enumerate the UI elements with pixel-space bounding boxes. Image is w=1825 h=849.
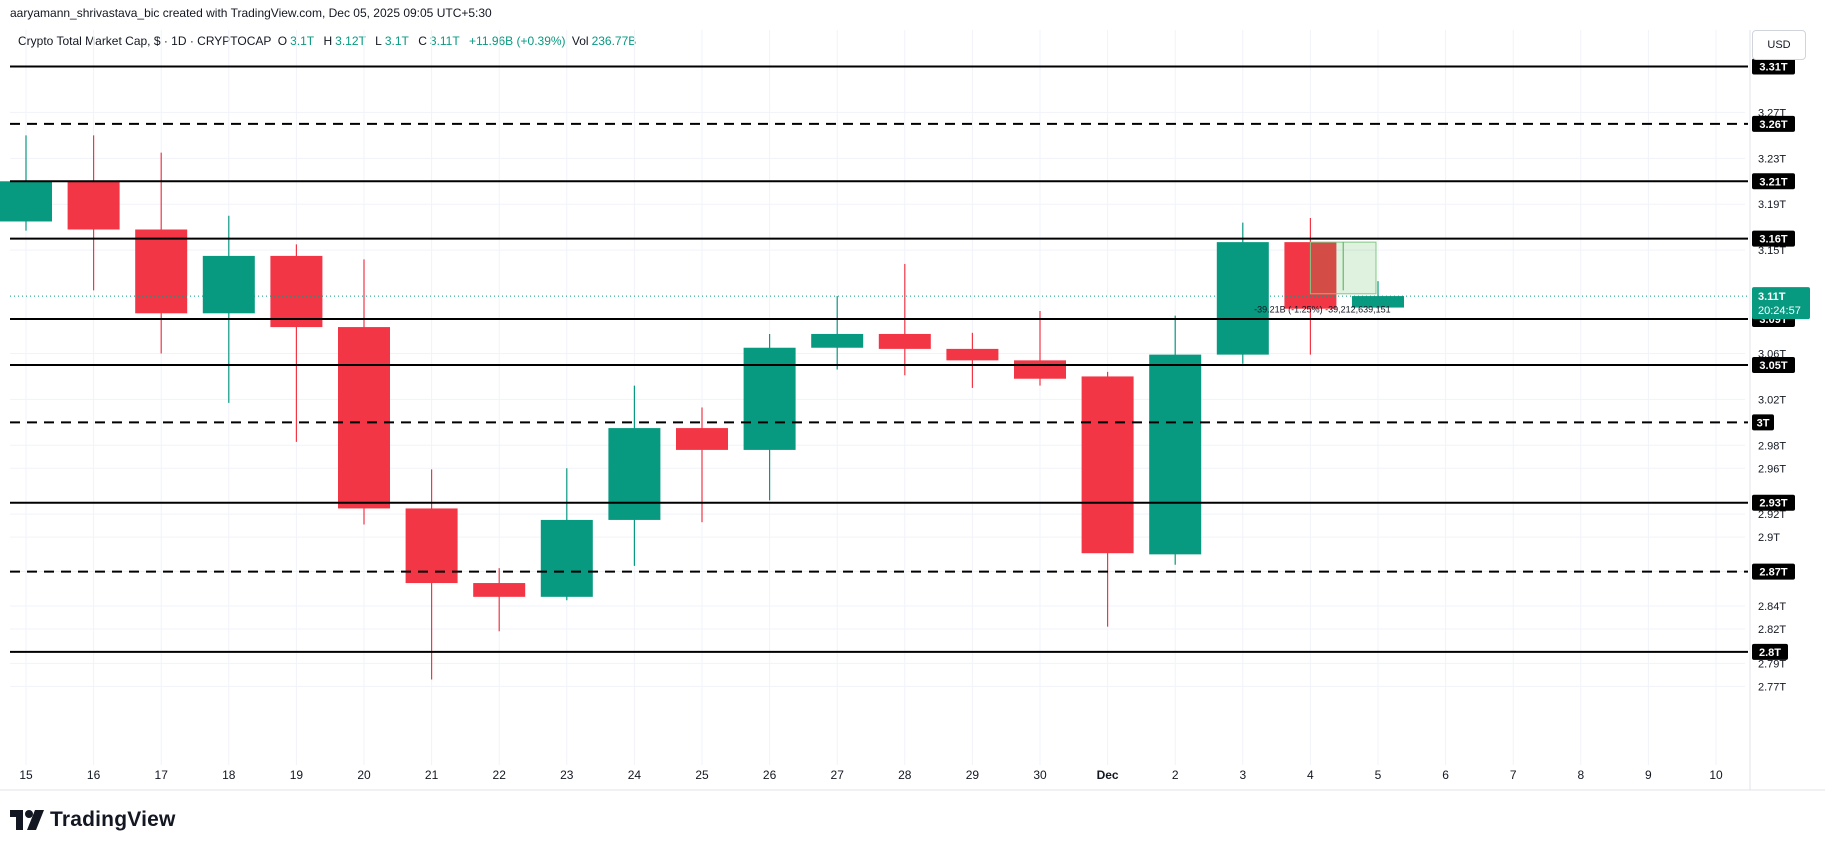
x-tick-label: 5 bbox=[1375, 768, 1382, 782]
candles bbox=[0, 135, 1404, 680]
x-tick-label: 19 bbox=[290, 768, 304, 782]
symbol-legend: Crypto Total Market Cap, $ · 1D · CRYPTO… bbox=[18, 34, 642, 48]
y-tick-label: 2.79T bbox=[1758, 658, 1786, 670]
candle-body bbox=[1081, 376, 1134, 554]
x-tick-label: 6 bbox=[1442, 768, 1449, 782]
close-value: C 3.11T bbox=[418, 34, 460, 48]
chart-grid bbox=[0, 30, 1825, 791]
level-tag bbox=[1752, 563, 1795, 580]
y-tick-label: 2.92T bbox=[1758, 509, 1786, 521]
x-tick-label: 16 bbox=[87, 768, 101, 782]
candle-body bbox=[743, 347, 796, 450]
measure-annotation: -39.21B (-1.25%) -39,212,639,151 bbox=[1254, 241, 1391, 314]
last-price-tag bbox=[1752, 287, 1810, 320]
tradingview-logo[interactable]: TradingView bbox=[10, 805, 176, 835]
change-value: +11.96B (+0.39%) bbox=[469, 34, 566, 48]
candle-body bbox=[946, 348, 999, 361]
level-tag bbox=[1752, 58, 1795, 75]
currency-button[interactable]: USD bbox=[1752, 30, 1806, 60]
x-tick-label: 20 bbox=[357, 768, 371, 782]
x-tick-label: 8 bbox=[1577, 768, 1584, 782]
x-tick-label: 24 bbox=[628, 768, 642, 782]
candle-body bbox=[338, 327, 390, 509]
low-value: L 3.1T bbox=[375, 34, 409, 48]
x-tick-label: 3 bbox=[1239, 768, 1246, 782]
level-tag-label: 3.31T bbox=[1759, 62, 1787, 74]
x-tick-label: 2 bbox=[1172, 768, 1179, 782]
x-tick-label: 28 bbox=[898, 768, 912, 782]
level-tag bbox=[1752, 414, 1774, 431]
candle-body bbox=[202, 255, 255, 314]
y-tick-label: 2.96T bbox=[1758, 463, 1786, 475]
x-tick-label: 25 bbox=[695, 768, 709, 782]
candle-body bbox=[608, 428, 661, 520]
x-tick-label: 29 bbox=[966, 768, 980, 782]
y-tick-label: 3.23T bbox=[1758, 153, 1786, 165]
y-tick-label: 2.77T bbox=[1758, 681, 1786, 693]
level-tag-label: 3T bbox=[1757, 417, 1770, 429]
candle-body bbox=[0, 181, 52, 222]
x-tick-label: 7 bbox=[1510, 768, 1517, 782]
tradingview-logo-icon bbox=[10, 810, 44, 830]
level-tag bbox=[1752, 494, 1795, 511]
level-tag-label: 2.8T bbox=[1759, 647, 1781, 659]
level-tag bbox=[1752, 173, 1795, 190]
candle-body bbox=[540, 519, 593, 597]
level-tag bbox=[1752, 230, 1795, 247]
high-value: H 3.12T bbox=[323, 34, 366, 48]
chart-attribution: aaryamann_shrivastava_bic created with T… bbox=[10, 6, 492, 20]
x-tick-label: 27 bbox=[831, 768, 845, 782]
countdown-label: 20:24:57 bbox=[1758, 305, 1801, 317]
x-tick-label: 18 bbox=[222, 768, 236, 782]
candle-body bbox=[270, 255, 323, 328]
last-price-label: 3.11T bbox=[1758, 291, 1786, 303]
y-tick-label: 3.15T bbox=[1758, 245, 1786, 257]
y-tick-label: 2.84T bbox=[1758, 601, 1786, 613]
x-tick-label: 21 bbox=[425, 768, 439, 782]
x-tick-label: 22 bbox=[493, 768, 507, 782]
x-tick-label: 4 bbox=[1307, 768, 1314, 782]
candle-body bbox=[67, 181, 120, 230]
candle-body bbox=[1216, 242, 1269, 355]
price-chart[interactable]: -39.21B (-1.25%) -39,212,639,151 3.27T3.… bbox=[0, 0, 1825, 800]
candle-body bbox=[135, 229, 188, 314]
level-tag-label: 3.21T bbox=[1759, 176, 1787, 188]
level-tag-label: 3.05T bbox=[1759, 360, 1787, 372]
level-tag-label: 2.87T bbox=[1759, 567, 1787, 579]
price-axis[interactable]: 3.27T3.23T3.19T3.15T3.06T3.02T2.98T2.96T… bbox=[1752, 58, 1810, 694]
x-tick-label: 26 bbox=[763, 768, 777, 782]
x-tick-label: Dec bbox=[1097, 768, 1119, 782]
time-axis[interactable]: 15 16 17 18 19 20 21 22 23 24 25 26 27 28 29 30 Dec 2 3 4 5 6… bbox=[19, 768, 1723, 782]
level-tag bbox=[1752, 643, 1788, 660]
y-tick-label: 3.19T bbox=[1758, 199, 1786, 211]
y-tick-label: 2.9T bbox=[1758, 532, 1780, 544]
level-tag-label: 2.93T bbox=[1759, 498, 1787, 510]
candle-body bbox=[1014, 360, 1066, 379]
symbol-title[interactable]: Crypto Total Market Cap, $ · 1D · CRYPTO… bbox=[18, 34, 272, 48]
candle-body bbox=[473, 583, 526, 597]
x-tick-label: 10 bbox=[1709, 768, 1723, 782]
x-tick-label: 15 bbox=[19, 768, 33, 782]
level-tag bbox=[1752, 115, 1795, 132]
level-tag bbox=[1752, 356, 1795, 373]
x-tick-label: 17 bbox=[155, 768, 169, 782]
x-tick-label: 23 bbox=[560, 768, 574, 782]
y-tick-label: 2.98T bbox=[1758, 440, 1786, 452]
volume-value: Vol 236.77B bbox=[571, 34, 637, 48]
horizontal-levels bbox=[10, 65, 1750, 653]
x-tick-label: 30 bbox=[1033, 768, 1047, 782]
candle-body bbox=[676, 428, 728, 450]
candle-body bbox=[1352, 296, 1404, 308]
y-tick-label: 3.02T bbox=[1758, 394, 1786, 406]
level-tag-label: 3.26T bbox=[1759, 119, 1787, 131]
candle-body bbox=[405, 508, 458, 584]
tradingview-wordmark: TradingView bbox=[50, 808, 176, 831]
x-tick-label: 9 bbox=[1645, 768, 1652, 782]
candle-body bbox=[811, 333, 864, 348]
y-tick-label: 2.82T bbox=[1758, 624, 1786, 636]
measure-label: -39.21B (-1.25%) -39,212,639,151 bbox=[1254, 304, 1391, 314]
candle-body bbox=[878, 333, 931, 349]
candle-body bbox=[1149, 354, 1202, 555]
level-tag-label: 3.16T bbox=[1759, 234, 1787, 246]
